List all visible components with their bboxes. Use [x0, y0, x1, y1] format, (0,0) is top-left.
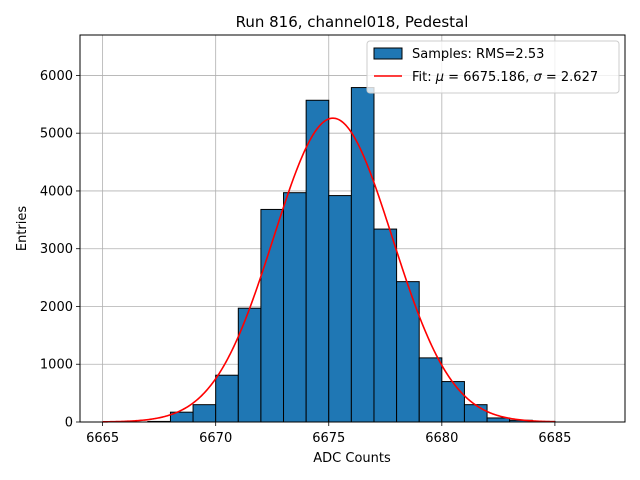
x-tick-label: 6680	[425, 431, 458, 446]
histogram-bar	[215, 374, 239, 423]
x-axis-title: ADC Counts	[313, 451, 391, 466]
legend-fit-prefix: Fit:	[412, 70, 436, 85]
histogram-bar	[283, 192, 307, 423]
legend-fit-mu-symbol: μ	[435, 70, 444, 85]
histogram-bar	[237, 307, 262, 423]
histogram-bar	[373, 228, 398, 423]
y-tick-label: 0	[65, 416, 73, 431]
y-axis-title: Entries	[15, 206, 30, 252]
y-axis-ticks: 0 1000 2000 3000 4000 5000 6000	[40, 69, 80, 431]
plot-frame	[79, 34, 626, 423]
histogram-bars	[147, 87, 556, 423]
legend: Samples: RMS=2.53 Fit: μ = 6675.186, σ =…	[366, 40, 620, 94]
legend-histogram-label: Samples: RMS=2.53	[412, 47, 544, 62]
y-tick-label: 6000	[40, 69, 73, 84]
histogram-bar	[305, 99, 330, 423]
histogram-bar	[192, 404, 217, 423]
chart-title: Run 816, channel018, Pedestal	[236, 13, 469, 31]
fit-curve	[102, 117, 555, 423]
plot-area: 6665 6670 6675 6680 6685 0 1000 2000 3000 4000 50…	[40, 34, 626, 446]
x-tick-label: 6670	[199, 431, 232, 446]
legend-fit-label: Fit: μ = 6675.186, σ = 2.627	[412, 70, 598, 85]
histogram-bar	[396, 281, 420, 423]
y-tick-label: 1000	[40, 358, 73, 373]
histogram-bar	[418, 357, 443, 423]
histogram-bar	[328, 195, 352, 423]
x-tick-label: 6665	[86, 431, 119, 446]
legend-fit-sigma-symbol: σ	[534, 70, 543, 85]
legend-histogram-swatch	[373, 47, 403, 60]
histogram-bar	[463, 404, 488, 423]
y-tick-label: 4000	[40, 184, 73, 199]
legend-fit-mu-value: = 6675.186,	[444, 70, 533, 85]
legend-fit-sigma-value: = 2.627	[542, 70, 598, 85]
x-axis-ticks: 6665 6670 6675 6680 6685	[86, 422, 571, 446]
x-tick-label: 6685	[538, 431, 571, 446]
histogram-bar	[441, 381, 465, 423]
histogram-bar	[486, 417, 511, 423]
y-tick-label: 2000	[40, 300, 73, 315]
x-tick-label: 6675	[312, 431, 345, 446]
y-tick-label: 5000	[40, 127, 73, 142]
y-tick-label: 3000	[40, 242, 73, 257]
legend-box	[366, 40, 620, 94]
